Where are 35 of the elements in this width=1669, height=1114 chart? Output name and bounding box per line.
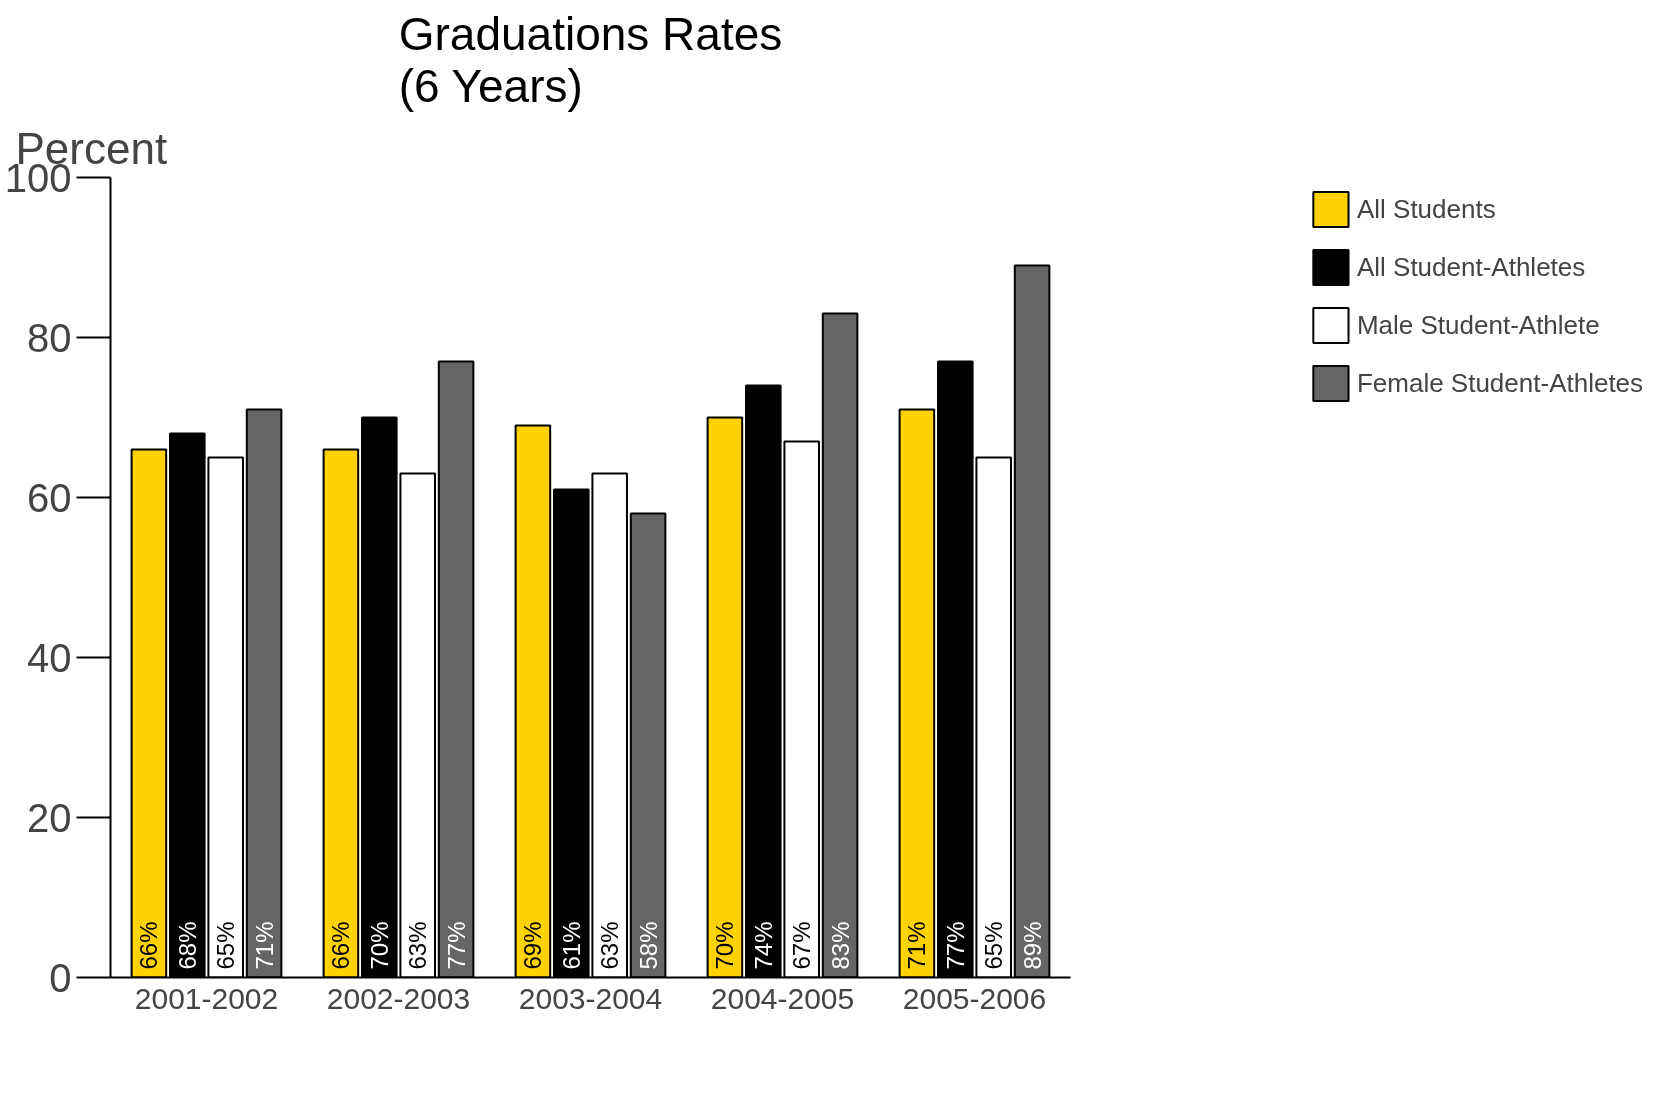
data-label: 68% (173, 921, 201, 970)
data-label: 66% (327, 921, 355, 970)
legend-label: All Student-Athletes (1356, 251, 1586, 283)
y-tick-label: 20 (27, 795, 72, 840)
data-label: 63% (404, 921, 432, 970)
data-label: 65% (212, 921, 240, 970)
y-tick-label: 80 (27, 315, 72, 360)
legend-label: Female Student-Athletes (1356, 367, 1644, 399)
data-label: 89% (1018, 921, 1046, 970)
data-label: 70% (365, 921, 393, 970)
data-label: 77% (442, 921, 470, 970)
x-tick-label: 2002-2003 (326, 981, 471, 1015)
data-label: 77% (941, 921, 969, 970)
y-tick-label: 60 (27, 475, 72, 520)
chart-title: Graduations Rates (6 Years) (398, 7, 783, 112)
data-label: 83% (826, 921, 854, 970)
y-tick-label: 40 (27, 635, 72, 680)
data-label: 58% (634, 921, 662, 970)
data-label: 63% (596, 921, 624, 970)
data-label: 71% (903, 921, 931, 970)
y-tick-label: 0 (49, 955, 72, 1000)
data-label: 74% (749, 921, 777, 970)
data-label: 65% (980, 921, 1008, 970)
x-tick-label: 2005-2006 (902, 981, 1047, 1015)
data-label: 67% (788, 921, 816, 970)
data-label: 69% (519, 921, 547, 970)
x-tick-label: 2001-2002 (134, 981, 279, 1015)
legend-label: Male Student-Athlete (1356, 309, 1600, 341)
x-tick-label: 2003-2004 (518, 981, 663, 1015)
x-tick-label: 2004-2005 (710, 981, 855, 1015)
data-label: 71% (250, 921, 278, 970)
data-label: 61% (557, 921, 585, 970)
legend-label: All Students (1356, 193, 1496, 225)
data-label: 70% (711, 921, 739, 970)
data-label: 66% (135, 921, 163, 970)
